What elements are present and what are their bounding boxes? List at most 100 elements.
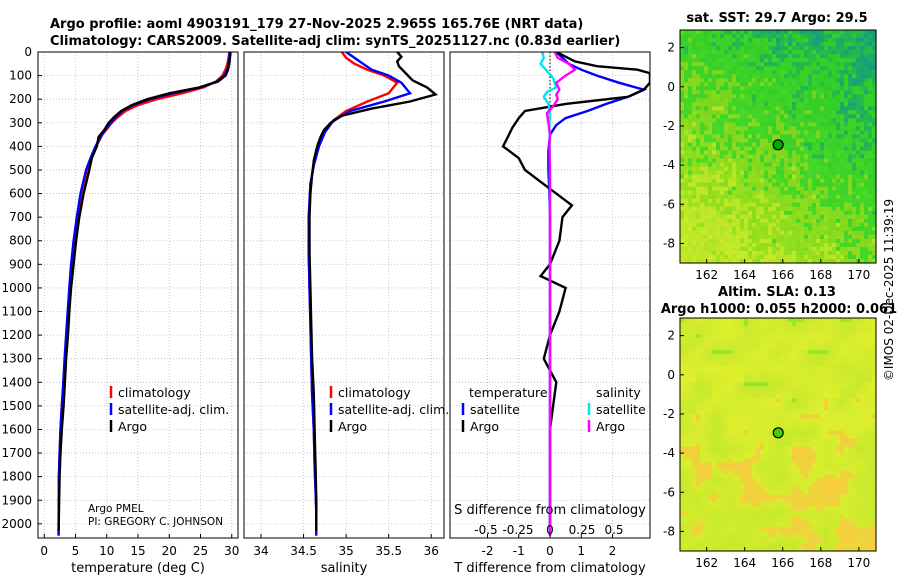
heatmap-cell [816,390,821,395]
heatmap-cell [700,42,705,47]
heatmap-cell [780,70,785,75]
heatmap-cell [792,354,797,359]
heatmap-cell [788,146,793,152]
heatmap-cell [804,114,809,119]
heatmap-cell [712,254,717,260]
heatmap-cell [716,146,721,152]
heatmap-cell [752,38,757,43]
heatmap-cell [812,394,817,399]
heatmap-cell [844,166,849,172]
heatmap-cell [844,386,849,391]
heatmap-cell [740,394,745,399]
heatmap-cell [692,406,697,411]
heatmap-cell [856,322,861,327]
heatmap-cell [832,318,837,323]
heatmap-cell [792,78,797,83]
heatmap-cell [760,458,765,464]
heatmap-cell [820,162,825,168]
heatmap-cell [848,234,853,240]
heatmap-cell [736,398,741,403]
heatmap-cell [836,442,841,448]
heatmap-cell [684,398,689,403]
legend-argo: Argo [338,419,367,434]
heatmap-cell [800,442,805,448]
heatmap-cell [788,430,793,436]
heatmap-cell [848,86,853,91]
heatmap-cell [680,42,685,47]
heatmap-cell [728,390,733,395]
heatmap-cell [748,366,753,371]
heatmap-cell [816,322,821,327]
heatmap-cell [680,374,685,379]
heatmap-cell [760,106,765,111]
heatmap-cell [688,86,693,91]
heatmap-cell [716,166,721,172]
heatmap-cell [680,74,685,79]
heatmap-cell [696,134,701,140]
heatmap-cell [696,246,701,252]
heatmap-cell [788,414,793,420]
heatmap-cell [800,426,805,432]
heatmap-cell [780,170,785,176]
heatmap-cell [764,426,769,432]
heatmap-cell [760,338,765,343]
heatmap-cell [724,450,729,456]
heatmap-cell [796,334,801,339]
heatmap-cell [776,454,781,460]
heatmap-cell [868,214,873,220]
heatmap-cell [744,246,749,252]
heatmap-cell [856,122,861,128]
heatmap-cell [852,78,857,83]
heatmap-cell [760,378,765,383]
heatmap-cell [856,450,861,456]
heatmap-cell [776,198,781,204]
heatmap-cell [684,222,689,228]
heatmap-cell [748,446,753,452]
heatmap-cell [812,390,817,395]
heatmap-cell [764,406,769,411]
heatmap-cell [816,442,821,448]
heatmap-cell [704,114,709,119]
heatmap-cell [784,134,789,140]
heatmap-cell [716,322,721,327]
heatmap-cell [732,134,737,140]
heatmap-cell [712,102,717,107]
heatmap-cell [800,450,805,456]
heatmap-cell [784,422,789,428]
heatmap-cell [696,422,701,428]
heatmap-cell [712,406,717,411]
heatmap-cell [812,206,817,212]
lat-tick-label: -8 [663,236,675,250]
heatmap-cell [848,70,853,75]
depth-tick-label: 1700 [1,446,32,460]
heatmap-cell [836,218,841,224]
heatmap-cell [732,370,737,375]
heatmap-cell [680,210,685,216]
heatmap-cell [848,338,853,343]
heatmap-cell [688,70,693,75]
heatmap-cell [764,58,769,63]
heatmap-cell [764,78,769,83]
heatmap-cell [812,166,817,172]
heatmap-cell [804,358,809,363]
heatmap-cell [700,342,705,347]
heatmap-cell [872,394,877,399]
heatmap-cell [844,234,849,240]
heatmap-cell [756,318,761,323]
heatmap-cell [844,338,849,343]
heatmap-cell [868,38,873,43]
heatmap-cell [736,374,741,379]
heatmap-cell [848,46,853,51]
heatmap-cell [728,202,733,208]
heatmap-cell [784,338,789,343]
heatmap-cell [760,406,765,411]
heatmap-cell [764,210,769,216]
heatmap-cell [720,198,725,204]
heatmap-cell [724,458,729,464]
heatmap-cell [708,366,713,371]
heatmap-cell [688,458,693,464]
heatmap-cell [808,410,813,416]
heatmap-cell [680,50,685,55]
heatmap-cell [832,102,837,107]
heatmap-cell [860,366,865,371]
